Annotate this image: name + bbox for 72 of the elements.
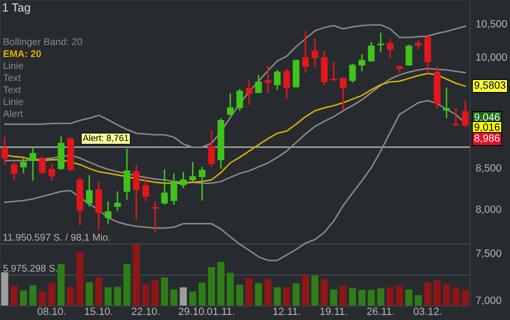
chart-subtitle: 1 Tag xyxy=(2,3,30,14)
candlestick xyxy=(452,107,460,126)
candlestick xyxy=(152,200,158,232)
x-tick-label: 29.10. xyxy=(178,308,206,316)
candlestick xyxy=(236,88,244,112)
annotation: Alert xyxy=(3,110,23,118)
candlestick xyxy=(302,30,309,74)
candlestick xyxy=(414,39,422,50)
candlestick xyxy=(255,74,262,94)
y-tick-label: 10,500 xyxy=(476,20,508,29)
text: 9,5803 xyxy=(474,81,506,90)
text: 9,046 xyxy=(474,113,500,122)
annotation: Text xyxy=(3,86,21,94)
candlestick xyxy=(170,172,178,206)
candlestick xyxy=(114,190,121,212)
candlestick xyxy=(274,69,281,90)
candlestick xyxy=(86,174,93,208)
y-tick-label: 8,500 xyxy=(476,164,502,173)
annotation: Linie xyxy=(4,62,24,70)
y-tick-label: 8,000 xyxy=(476,206,502,214)
x-tick-label: 26.11. xyxy=(367,308,394,316)
candlestick xyxy=(208,130,215,168)
candlestick xyxy=(462,100,469,128)
x-tick-label: 01.11. xyxy=(207,308,234,316)
candlestick xyxy=(48,163,56,182)
candlestick xyxy=(368,41,375,62)
candlestick xyxy=(10,161,18,182)
y-tick-label: 7,500 xyxy=(476,250,502,258)
x-tick-label: 08.10. xyxy=(38,308,66,316)
candlestick xyxy=(406,44,412,67)
candlestick xyxy=(377,32,384,53)
candlestick xyxy=(132,164,140,221)
candlestick xyxy=(38,156,46,174)
y-tick-label: 10,000 xyxy=(476,53,508,62)
candlestick xyxy=(283,68,290,100)
candlestick xyxy=(312,38,318,68)
candlestick xyxy=(161,168,168,206)
candlestick xyxy=(1,136,8,166)
candlestick xyxy=(246,79,252,106)
ref-line-label: 11.950.597 S. / 98,1 Mio. xyxy=(4,234,110,242)
candlestick xyxy=(104,200,112,224)
line-series xyxy=(4,24,466,148)
x-tick-label: 03.12. xyxy=(414,308,442,316)
candlestick xyxy=(264,65,272,94)
candlestick xyxy=(330,60,338,82)
annotation: Linie xyxy=(4,98,24,106)
candlestick xyxy=(349,63,356,84)
text: Bollinger Band: 20 xyxy=(4,38,82,48)
annotation: Text xyxy=(3,74,21,82)
candlestick xyxy=(189,161,196,182)
x-tick-label: 12.11. xyxy=(273,308,300,315)
candlestick xyxy=(142,178,150,202)
candlestick xyxy=(358,53,366,72)
x-tick-label: 15.10. xyxy=(85,308,112,316)
candlestick xyxy=(443,86,450,119)
candlestick xyxy=(198,166,206,202)
text: EMA: 20 xyxy=(4,50,41,58)
candlestick xyxy=(20,157,27,174)
x-tick-label: 19.11. xyxy=(320,308,347,316)
candlestick xyxy=(30,147,36,182)
candlestick xyxy=(226,92,234,116)
ref-line-label: Alert: 8,761 xyxy=(82,134,128,142)
candlestick xyxy=(124,148,130,200)
candlestick xyxy=(340,76,346,111)
text: 8,986 xyxy=(474,134,500,144)
candlestick xyxy=(95,180,102,231)
ref-line-label: 5.975.298 S. xyxy=(3,264,58,272)
text: 9,016 xyxy=(474,123,500,132)
y-tick-label: 7,000 xyxy=(476,296,502,306)
x-tick-label: 22.10. xyxy=(132,308,160,316)
candlestick xyxy=(180,171,187,189)
candlestick xyxy=(386,38,394,59)
